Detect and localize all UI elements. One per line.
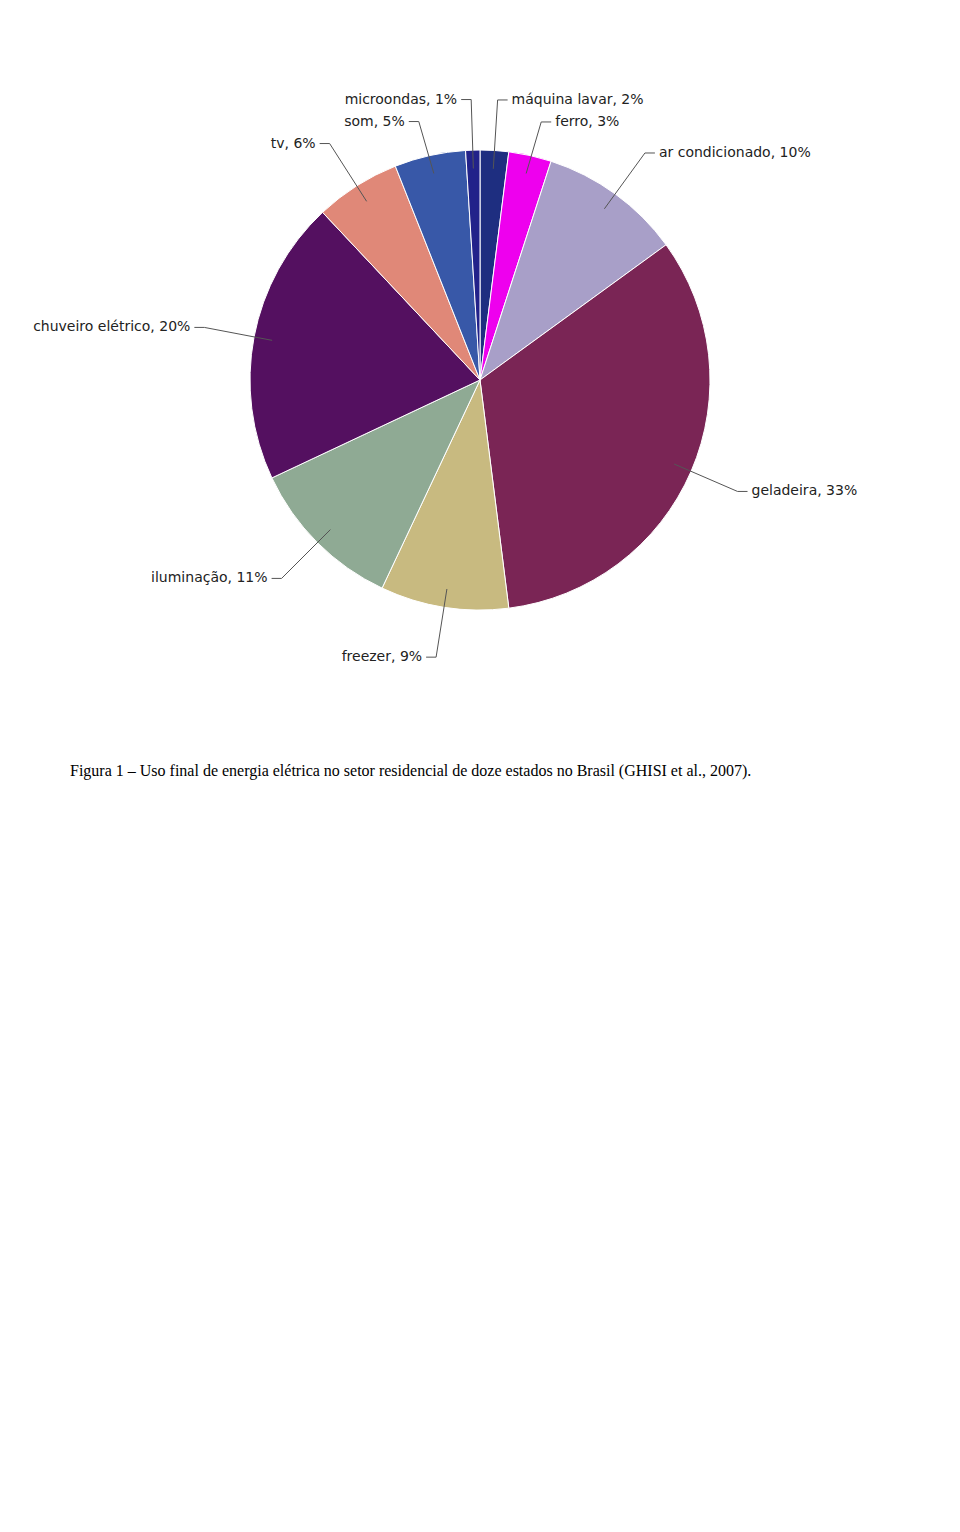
caption: Figura 1 – Uso final de energia elétrica… — [70, 760, 890, 782]
slice-label: máquina lavar, 2% — [512, 91, 644, 107]
leader-line — [461, 100, 473, 169]
leader-line — [320, 144, 367, 202]
pie-wedge — [466, 150, 480, 380]
slice-label: microondas, 1% — [345, 91, 458, 107]
leader-line — [426, 589, 447, 657]
slice-label: iluminação, 11% — [151, 569, 268, 585]
slice-label: ferro, 3% — [555, 113, 619, 129]
slice-label: ar condicionado, 10% — [659, 144, 811, 160]
slice-label: tv, 6% — [271, 135, 316, 151]
wedges — [250, 150, 710, 610]
slice-label: freezer, 9% — [342, 648, 422, 664]
pie-wedge — [480, 245, 710, 608]
slice-label: geladeira, 33% — [752, 482, 858, 498]
leader-line — [604, 153, 655, 209]
leader-line — [674, 464, 747, 491]
leader-line — [272, 530, 331, 579]
pie-wedge — [395, 150, 480, 380]
leader-line — [526, 122, 551, 174]
labels: máquina lavar, 2% ferro, 3% ar condicionad… — [33, 91, 857, 665]
slice-label: som, 5% — [344, 113, 405, 129]
leader-line — [409, 122, 434, 174]
leader-line — [194, 327, 272, 340]
leader-line — [493, 100, 507, 169]
slice-label: chuveiro elétrico, 20% — [33, 318, 190, 334]
chart: máquina lavar, 2% ferro, 3% ar condicionad… — [0, 0, 960, 760]
